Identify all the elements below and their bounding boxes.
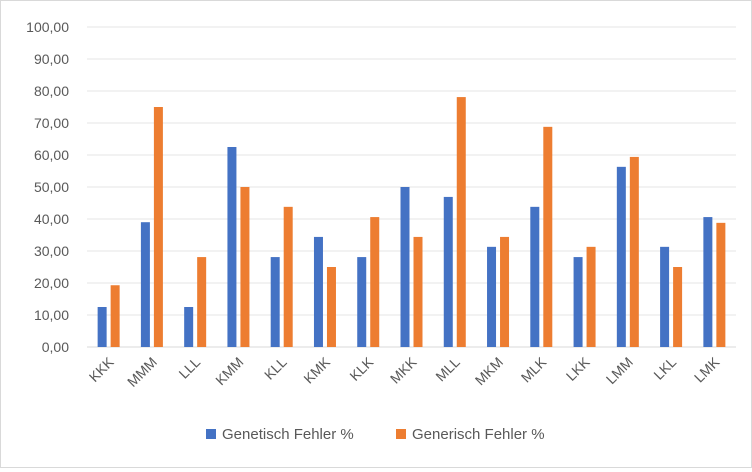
bar [616,166,626,347]
x-tick-label: KMM [212,354,246,388]
x-tick-label: KKK [86,353,118,385]
bar [443,196,453,347]
x-tick-label: LKL [650,354,679,383]
x-tick-label: KLK [346,353,376,383]
y-axis-ticks: 0,00 10,00 20,00 30,00 40,00 50,00 60,00 70,00 8… [26,19,69,355]
bar [184,307,194,347]
bar [240,187,250,347]
bar [573,257,583,347]
bar [456,97,466,347]
bar [197,257,207,347]
y-tick-label: 50,00 [34,179,69,195]
gridlines [87,26,736,348]
x-tick-label: LKK [563,353,593,383]
legend-swatch [206,429,216,439]
legend-label: Genetisch Fehler % [222,426,354,443]
bar [140,222,150,347]
y-tick-label: 0,00 [42,339,69,355]
x-tick-label: MLL [432,354,463,385]
bar [586,246,596,347]
bar [660,246,670,347]
legend-swatch [396,429,406,439]
bar [326,267,336,347]
bar [530,206,540,347]
bar [313,236,323,347]
bar [370,217,380,347]
x-tick-label: LMK [691,353,723,385]
x-axis-ticks: KKK MMM LLL KMM KLL KMK KLK MKK MLL MKM MLK LKK LMM L… [86,353,723,390]
y-tick-label: 70,00 [34,115,69,131]
x-tick-label: LLL [175,354,203,382]
bar [500,236,510,347]
y-tick-label: 100,00 [26,19,69,35]
bar [153,107,163,347]
y-tick-label: 40,00 [34,211,69,227]
y-tick-label: 60,00 [34,147,69,163]
bar [487,246,497,347]
bar [227,147,237,347]
bar [283,206,293,347]
x-tick-label: LMM [603,354,636,387]
y-tick-label: 30,00 [34,243,69,259]
bar [400,187,410,347]
y-tick-label: 20,00 [34,275,69,291]
bar [703,217,713,347]
bar [673,267,683,347]
legend: Genetisch Fehler % Generisch Fehler % [206,426,545,443]
x-tick-label: MKM [472,354,506,388]
x-tick-label: MLK [518,353,550,385]
y-tick-label: 90,00 [34,51,69,67]
bar [629,156,639,347]
y-tick-label: 80,00 [34,83,69,99]
bar [543,126,553,347]
bar [357,257,367,347]
bar [270,257,280,347]
bar [413,236,423,347]
bar [716,222,726,347]
x-tick-label: MKK [387,353,420,386]
x-tick-label: MMM [124,354,160,390]
bar [110,285,120,347]
x-tick-label: KMK [300,353,333,386]
y-tick-label: 10,00 [34,307,69,323]
legend-label: Generisch Fehler % [412,426,545,443]
bar [97,307,107,347]
bars [97,97,726,347]
x-tick-label: KLL [261,354,290,383]
